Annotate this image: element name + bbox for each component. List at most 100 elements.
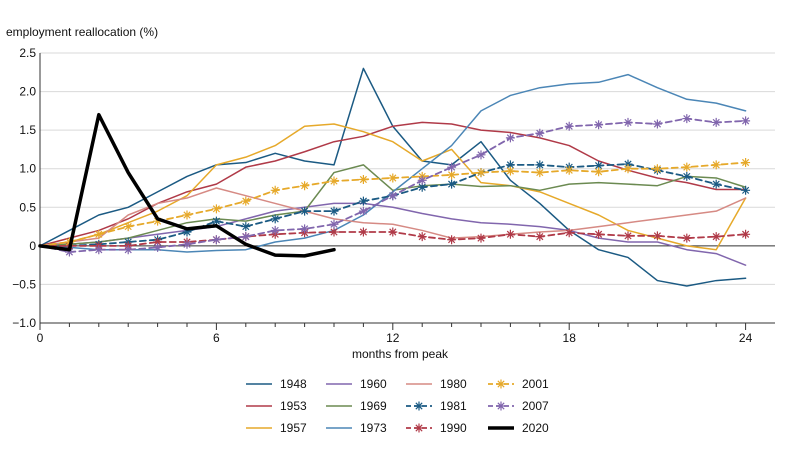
series-1981-point — [594, 161, 604, 171]
series-2001 — [39, 158, 751, 247]
series-1990-point — [652, 231, 662, 241]
series-1990-point — [358, 227, 368, 237]
y-axis-label: employment reallocation (%) — [6, 25, 158, 39]
legend-1990-label: 1990 — [440, 421, 467, 435]
series-2007-point — [329, 219, 339, 229]
y-tick-label: −0.5 — [12, 277, 36, 291]
series-2001-point — [241, 196, 251, 206]
legend-2020-label: 2020 — [522, 421, 549, 435]
series-2001-point — [711, 160, 721, 170]
x-axis-label: months from peak — [352, 347, 449, 361]
series-2007-point — [682, 114, 692, 124]
legend-1981: 1981 — [406, 399, 467, 413]
legend-1960-label: 1960 — [360, 377, 387, 391]
y-tick-label: 0 — [29, 239, 36, 253]
series-2001-point — [300, 181, 310, 191]
series-1981-point — [329, 206, 339, 216]
series-2001-point — [623, 164, 633, 174]
series-1981-point — [417, 182, 427, 192]
series-1980-line — [39, 187, 747, 247]
series-1981-point — [300, 206, 310, 216]
series-2001-point — [94, 229, 104, 239]
legend-1990: 1990 — [406, 421, 467, 435]
series-2007 — [39, 114, 751, 257]
series-2001-point — [652, 164, 662, 174]
series-2007-point — [64, 247, 74, 257]
series-2007-point — [535, 128, 545, 138]
series-2001-point — [182, 210, 192, 220]
x-tick-label: 6 — [213, 331, 220, 345]
legend-1990-marker — [414, 423, 424, 433]
series-1981 — [39, 159, 751, 251]
series-1990-point — [564, 228, 574, 238]
series-1990-point — [476, 233, 486, 243]
series-1990 — [39, 227, 751, 251]
series-1981-point — [682, 171, 692, 181]
series-1981-point — [741, 185, 751, 195]
series-1981-point — [241, 222, 251, 232]
legend-1957: 1957 — [246, 421, 307, 435]
series-2001-point — [741, 158, 751, 168]
legend-1969-label: 1969 — [360, 399, 387, 413]
legend-2007: 2007 — [488, 399, 549, 413]
legend-1953-label: 1953 — [280, 399, 307, 413]
series-2007-point — [153, 242, 163, 252]
legend-2001-label: 2001 — [522, 377, 549, 391]
series-1957-line — [39, 123, 747, 251]
series-1981-point — [447, 179, 457, 189]
series-1980 — [39, 187, 747, 247]
y-tick-label: −1.0 — [12, 316, 36, 330]
series-1990-point — [417, 232, 427, 242]
series-2007-point — [182, 239, 192, 249]
series-2007-point — [623, 117, 633, 127]
series-1990-point — [505, 229, 515, 239]
series-1973 — [39, 73, 747, 253]
series-1981-point — [270, 214, 280, 224]
series-2007-point — [594, 120, 604, 130]
legend-1973-label: 1973 — [360, 421, 387, 435]
series-1990-point — [447, 235, 457, 245]
series-1969-line — [39, 164, 747, 247]
series-2001-point — [535, 168, 545, 178]
series-2007-point — [564, 121, 574, 131]
series-1960 — [39, 202, 747, 266]
legend: 1948 1953 1957 1960 1969 1973 1980 1981 1990 2001… — [246, 377, 549, 435]
series-1981-point — [358, 196, 368, 206]
legend-1981-label: 1981 — [440, 399, 467, 413]
series-2020-line — [38, 112, 336, 258]
y-tick-label: 1.0 — [19, 162, 36, 176]
series-1990-point — [153, 237, 163, 247]
legend-1981-marker — [414, 401, 424, 411]
legend-1960: 1960 — [326, 377, 387, 391]
series-1981-point — [623, 159, 633, 169]
series-2001-point — [123, 222, 133, 232]
series-2007-point — [241, 232, 251, 242]
series-2001-point — [329, 176, 339, 186]
legend-1980-label: 1980 — [440, 377, 467, 391]
y-tick-label: 0.5 — [19, 200, 36, 214]
legend-2001-marker — [496, 379, 506, 389]
series-2001-point — [447, 170, 457, 180]
series-1990-point — [388, 227, 398, 237]
series-1981-point — [535, 160, 545, 170]
series-2001-point — [270, 185, 280, 195]
legend-1948-label: 1948 — [280, 377, 307, 391]
series-1957 — [39, 123, 747, 251]
legend-1969: 1969 — [326, 399, 387, 413]
series-1990-point — [682, 233, 692, 243]
y-tick-label: 2.5 — [19, 46, 36, 60]
legend-2007-marker — [496, 401, 506, 411]
series-2001-point — [358, 175, 368, 185]
series-2007-point — [505, 133, 515, 143]
series-2007-point — [476, 150, 486, 160]
series-2007-point — [358, 206, 368, 216]
series-2001-point — [153, 216, 163, 226]
series-2001-point — [505, 166, 515, 176]
series-1969 — [39, 164, 747, 247]
series-1990-point — [711, 232, 721, 242]
series-2007-point — [711, 117, 721, 127]
series-layer — [38, 67, 751, 287]
series-1990-point — [741, 229, 751, 239]
series-1990-point — [594, 229, 604, 239]
series-2007-point — [447, 162, 457, 172]
